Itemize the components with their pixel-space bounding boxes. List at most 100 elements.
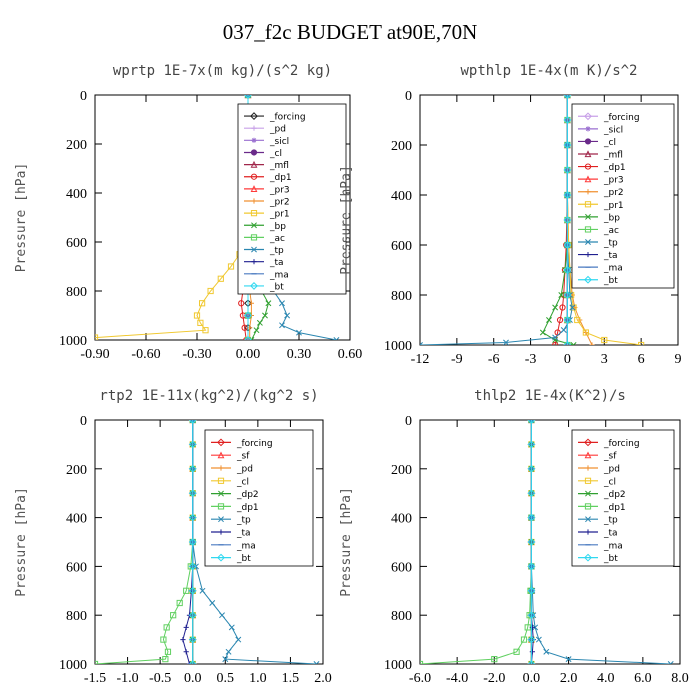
data-point: [503, 339, 509, 345]
data-point: [170, 612, 177, 619]
series-line-pr1: [95, 95, 249, 339]
data-point: [262, 312, 268, 319]
legend-marker: [585, 516, 591, 523]
plot-frame: [419, 94, 679, 346]
data-point: [176, 599, 183, 607]
data-point: [552, 334, 559, 341]
data-point: [563, 341, 572, 345]
plot-frame: [94, 94, 351, 341]
legend-label: _cl: [269, 149, 282, 159]
data-point: [183, 624, 189, 630]
legend-marker: [218, 465, 224, 471]
data-point: [535, 636, 542, 643]
data-point: [513, 648, 520, 655]
data-point: [560, 327, 567, 333]
legend: _forcing _sicl _cl _mfl _dp1 _pr3 _pr2 _pr1 _bp _…: [571, 103, 675, 289]
series-line-tp: [420, 95, 573, 345]
legend-label: _tp: [603, 239, 618, 249]
data-point: [188, 586, 197, 595]
data-point: [527, 635, 536, 644]
x-tick-label: -12: [411, 352, 430, 367]
data-point: [529, 624, 535, 630]
data-point: [570, 304, 577, 311]
y-tick-label: 0: [80, 89, 87, 104]
x-tick-label: 0.30: [287, 347, 312, 362]
legend-marker: [584, 275, 592, 284]
legend: _forcing _sf _pd _cl _dp2 _dp1 _tp _ta _ma _bt: [204, 429, 314, 567]
data-point: [188, 513, 197, 522]
data-point: [163, 624, 170, 631]
x-tick-label: -0.60: [131, 347, 160, 362]
y-tick-label: 600: [66, 560, 87, 575]
legend-label: _tp: [269, 246, 284, 256]
data-point: [183, 649, 189, 655]
data-point: [532, 624, 539, 631]
x-tick-label: 4.0: [597, 671, 615, 686]
data-point: [180, 637, 186, 643]
legend-marker: [585, 213, 591, 220]
y-axis-label: Pressure [hPa]: [14, 487, 29, 597]
data-point: [188, 440, 197, 449]
legend-label: _pr2: [269, 198, 290, 208]
legend-label: _dp1: [603, 503, 626, 513]
data-point: [552, 304, 559, 311]
legend-marker: [584, 201, 592, 208]
data-point: [219, 612, 225, 619]
data-point: [529, 649, 535, 655]
x-tick-label: 9: [675, 352, 682, 367]
legend-marker: [250, 160, 258, 168]
data-point: [186, 661, 193, 664]
data-point: [570, 342, 577, 345]
x-tick-label: -1.5: [84, 671, 106, 686]
y-tick-label: 600: [391, 560, 412, 575]
legend-label: _bt: [236, 554, 251, 564]
legend-box: [204, 429, 314, 567]
legend-marker: [584, 112, 592, 121]
x-tick-label: -3: [525, 352, 537, 367]
legend-marker: [584, 150, 592, 158]
legend-label: _sicl: [603, 125, 623, 135]
legend-label: _ta: [236, 529, 251, 539]
legend: _forcing _pd _sicl _cl _mfl _dp1 _pr3 _pr2 _pr1 _…: [237, 103, 347, 295]
data-point: [244, 95, 252, 99]
x-tick-label: 0.0: [184, 671, 202, 686]
legend-marker: [584, 477, 592, 484]
panel-title: wpthlp 1E-4x(m K)/s^2: [460, 63, 637, 79]
data-point: [207, 287, 214, 295]
y-tick-label: 0: [405, 89, 412, 104]
x-tick-label: -0.5: [149, 671, 171, 686]
plot-frame: [419, 419, 681, 665]
data-point: [563, 166, 572, 174]
data-point: [222, 656, 229, 663]
data-point: [193, 312, 201, 319]
legend-marker: [250, 210, 258, 217]
data-point: [199, 587, 206, 594]
legend-label: _tp: [603, 516, 618, 526]
x-tick-label: 3: [601, 352, 608, 367]
data-point: [527, 440, 536, 449]
data-point: [563, 116, 572, 124]
legend-label: _pd: [269, 125, 286, 135]
legend-label: _pr3: [269, 185, 290, 195]
x-tick-label: -6.0: [409, 671, 431, 686]
figure-title: 037_f2c BUDGET at90E,70N: [222, 20, 478, 44]
y-tick-label: 200: [391, 463, 412, 478]
legend-marker: [218, 490, 224, 497]
data-point: [667, 661, 674, 664]
data-point: [559, 304, 566, 311]
legend-label: _dp1: [269, 173, 292, 183]
data-point: [279, 300, 285, 307]
data-point: [253, 327, 260, 334]
x-tick-label: -0.30: [182, 347, 211, 362]
legend-marker: [250, 149, 258, 156]
data-point: [491, 656, 498, 663]
data-point: [527, 513, 536, 522]
data-point: [527, 464, 536, 473]
y-tick-label: 400: [66, 187, 87, 202]
legend-label: _ma: [603, 264, 623, 274]
data-point: [244, 311, 252, 320]
data-point: [563, 241, 572, 249]
x-tick-label: 0.00: [236, 347, 261, 362]
legend-marker: [584, 503, 592, 510]
legend-label: _ta: [269, 258, 284, 268]
